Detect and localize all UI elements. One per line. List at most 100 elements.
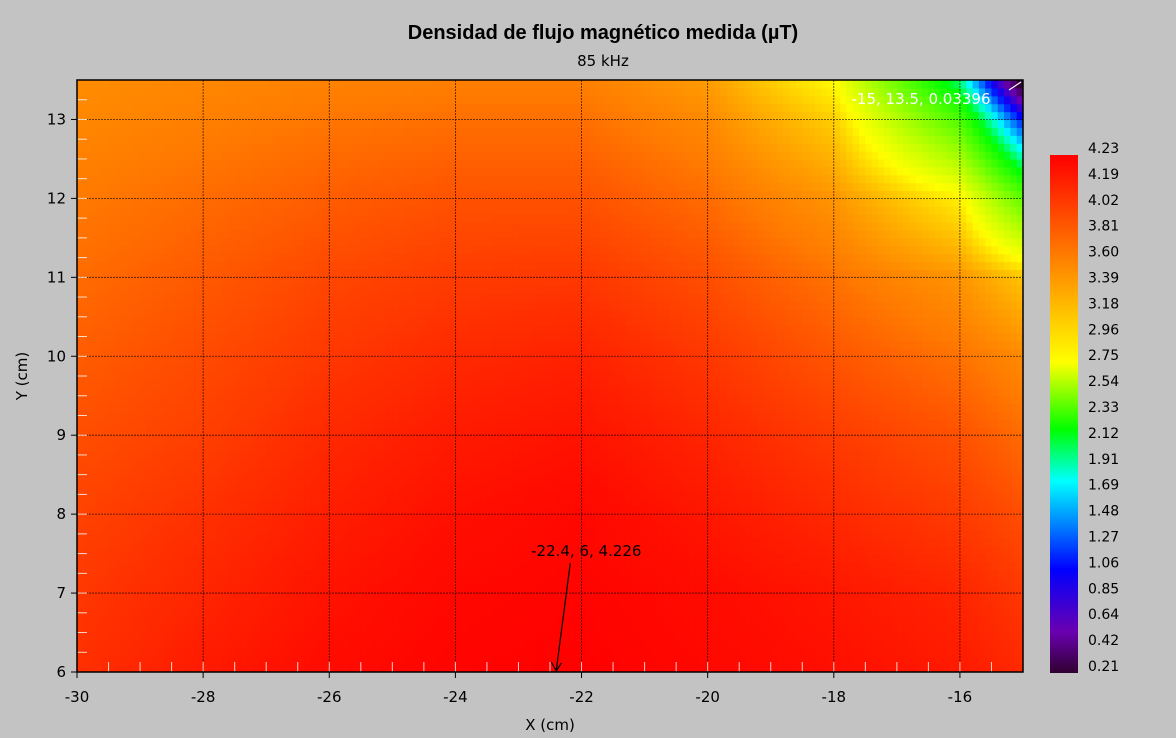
heat-cell — [184, 427, 192, 436]
heat-cell — [581, 474, 589, 484]
heat-cell — [95, 482, 103, 492]
heat-cell — [619, 419, 627, 428]
heat-cell — [518, 482, 526, 492]
heat-cell — [234, 632, 242, 642]
heat-cell — [348, 600, 356, 610]
heat-cell — [524, 664, 532, 672]
heat-cell — [354, 624, 362, 634]
heat-cell — [108, 506, 116, 515]
heat-cell — [676, 419, 684, 428]
heat-cell — [676, 466, 684, 476]
heat-cell — [89, 553, 97, 563]
heat-cell — [537, 640, 545, 649]
heat-cell — [423, 624, 431, 634]
heat-cell — [95, 624, 103, 634]
heat-cell — [676, 506, 684, 515]
heat-cell — [663, 664, 671, 672]
heat-cell — [436, 569, 444, 578]
heat-cell — [695, 608, 702, 618]
heat-cell — [461, 466, 469, 476]
heat-cell — [1010, 569, 1018, 578]
heat-cell — [827, 450, 835, 460]
heat-cell — [266, 466, 274, 476]
heat-cell — [777, 522, 784, 531]
heat-cell — [833, 561, 841, 570]
heat-cell — [335, 553, 343, 563]
heat-cell — [272, 522, 280, 531]
heat-cell — [726, 600, 734, 610]
heat-cell — [524, 482, 532, 492]
heat-cell — [827, 640, 835, 649]
heat-cell — [657, 466, 665, 476]
chart-title: Densidad de flujo magnético medida (µT) — [408, 22, 798, 44]
heat-cell — [240, 624, 248, 634]
heat-cell — [234, 443, 242, 452]
heat-cell — [196, 640, 204, 649]
heat-cell — [959, 435, 967, 444]
heat-cell — [146, 600, 154, 610]
heat-cell — [732, 537, 740, 547]
heat-cell — [619, 648, 627, 657]
heat-cell — [695, 624, 702, 634]
heat-cell — [695, 482, 702, 492]
heat-cell — [404, 419, 412, 428]
heat-cell — [341, 411, 349, 421]
heat-cell — [152, 585, 160, 594]
heat-cell — [613, 632, 620, 642]
heat-cell — [1010, 593, 1018, 602]
heat-cell — [840, 490, 848, 499]
heat-cell — [291, 450, 299, 460]
heat-cell — [493, 577, 501, 586]
heat-cell — [537, 577, 545, 586]
heat-cell — [871, 593, 879, 602]
heat-cell — [713, 545, 721, 555]
heat-cell — [524, 474, 532, 484]
heat-cell — [322, 585, 330, 594]
heat-cell — [871, 600, 879, 610]
heat-cell — [102, 632, 110, 642]
heat-cell — [619, 545, 627, 555]
heat-cell — [449, 466, 456, 476]
heat-cell — [222, 498, 229, 507]
heat-cell — [821, 624, 829, 634]
heat-cell — [455, 506, 463, 515]
heat-cell — [865, 640, 873, 649]
heat-cell — [240, 656, 248, 665]
heat-cell — [417, 545, 425, 555]
heat-cell — [329, 450, 337, 460]
heat-cell — [133, 569, 141, 578]
heat-cell — [234, 482, 242, 492]
heat-cell — [165, 545, 173, 555]
heat-cell — [877, 585, 885, 594]
heat-cell — [915, 466, 923, 476]
heat-cell — [423, 506, 431, 515]
heat-cell — [707, 458, 715, 468]
heat-cell — [304, 632, 311, 642]
heat-cell — [486, 506, 494, 515]
heat-cell — [190, 561, 198, 570]
heat-cell — [423, 482, 431, 492]
heat-cell — [985, 553, 993, 563]
heat-cell — [215, 490, 223, 499]
heat-cell — [606, 600, 614, 610]
heat-cell — [234, 648, 242, 657]
heat-cell — [278, 561, 286, 570]
heat-cell — [455, 640, 463, 649]
heat-cell — [89, 569, 97, 578]
heat-cell — [411, 624, 419, 634]
heat-cell — [493, 545, 501, 555]
heat-cell — [222, 632, 229, 642]
heat-cell — [758, 466, 766, 476]
heat-cell — [518, 553, 526, 563]
heat-cell — [859, 537, 866, 547]
heat-cell — [1016, 522, 1023, 531]
heat-cell — [121, 632, 129, 642]
heat-cell — [228, 450, 236, 460]
heat-cell — [1010, 427, 1018, 436]
heat-cell — [764, 569, 772, 578]
heat-cell — [613, 648, 620, 657]
heat-cell — [228, 616, 236, 626]
heat-cell — [278, 514, 286, 523]
heat-cell — [518, 600, 526, 610]
heat-cell — [177, 482, 185, 492]
